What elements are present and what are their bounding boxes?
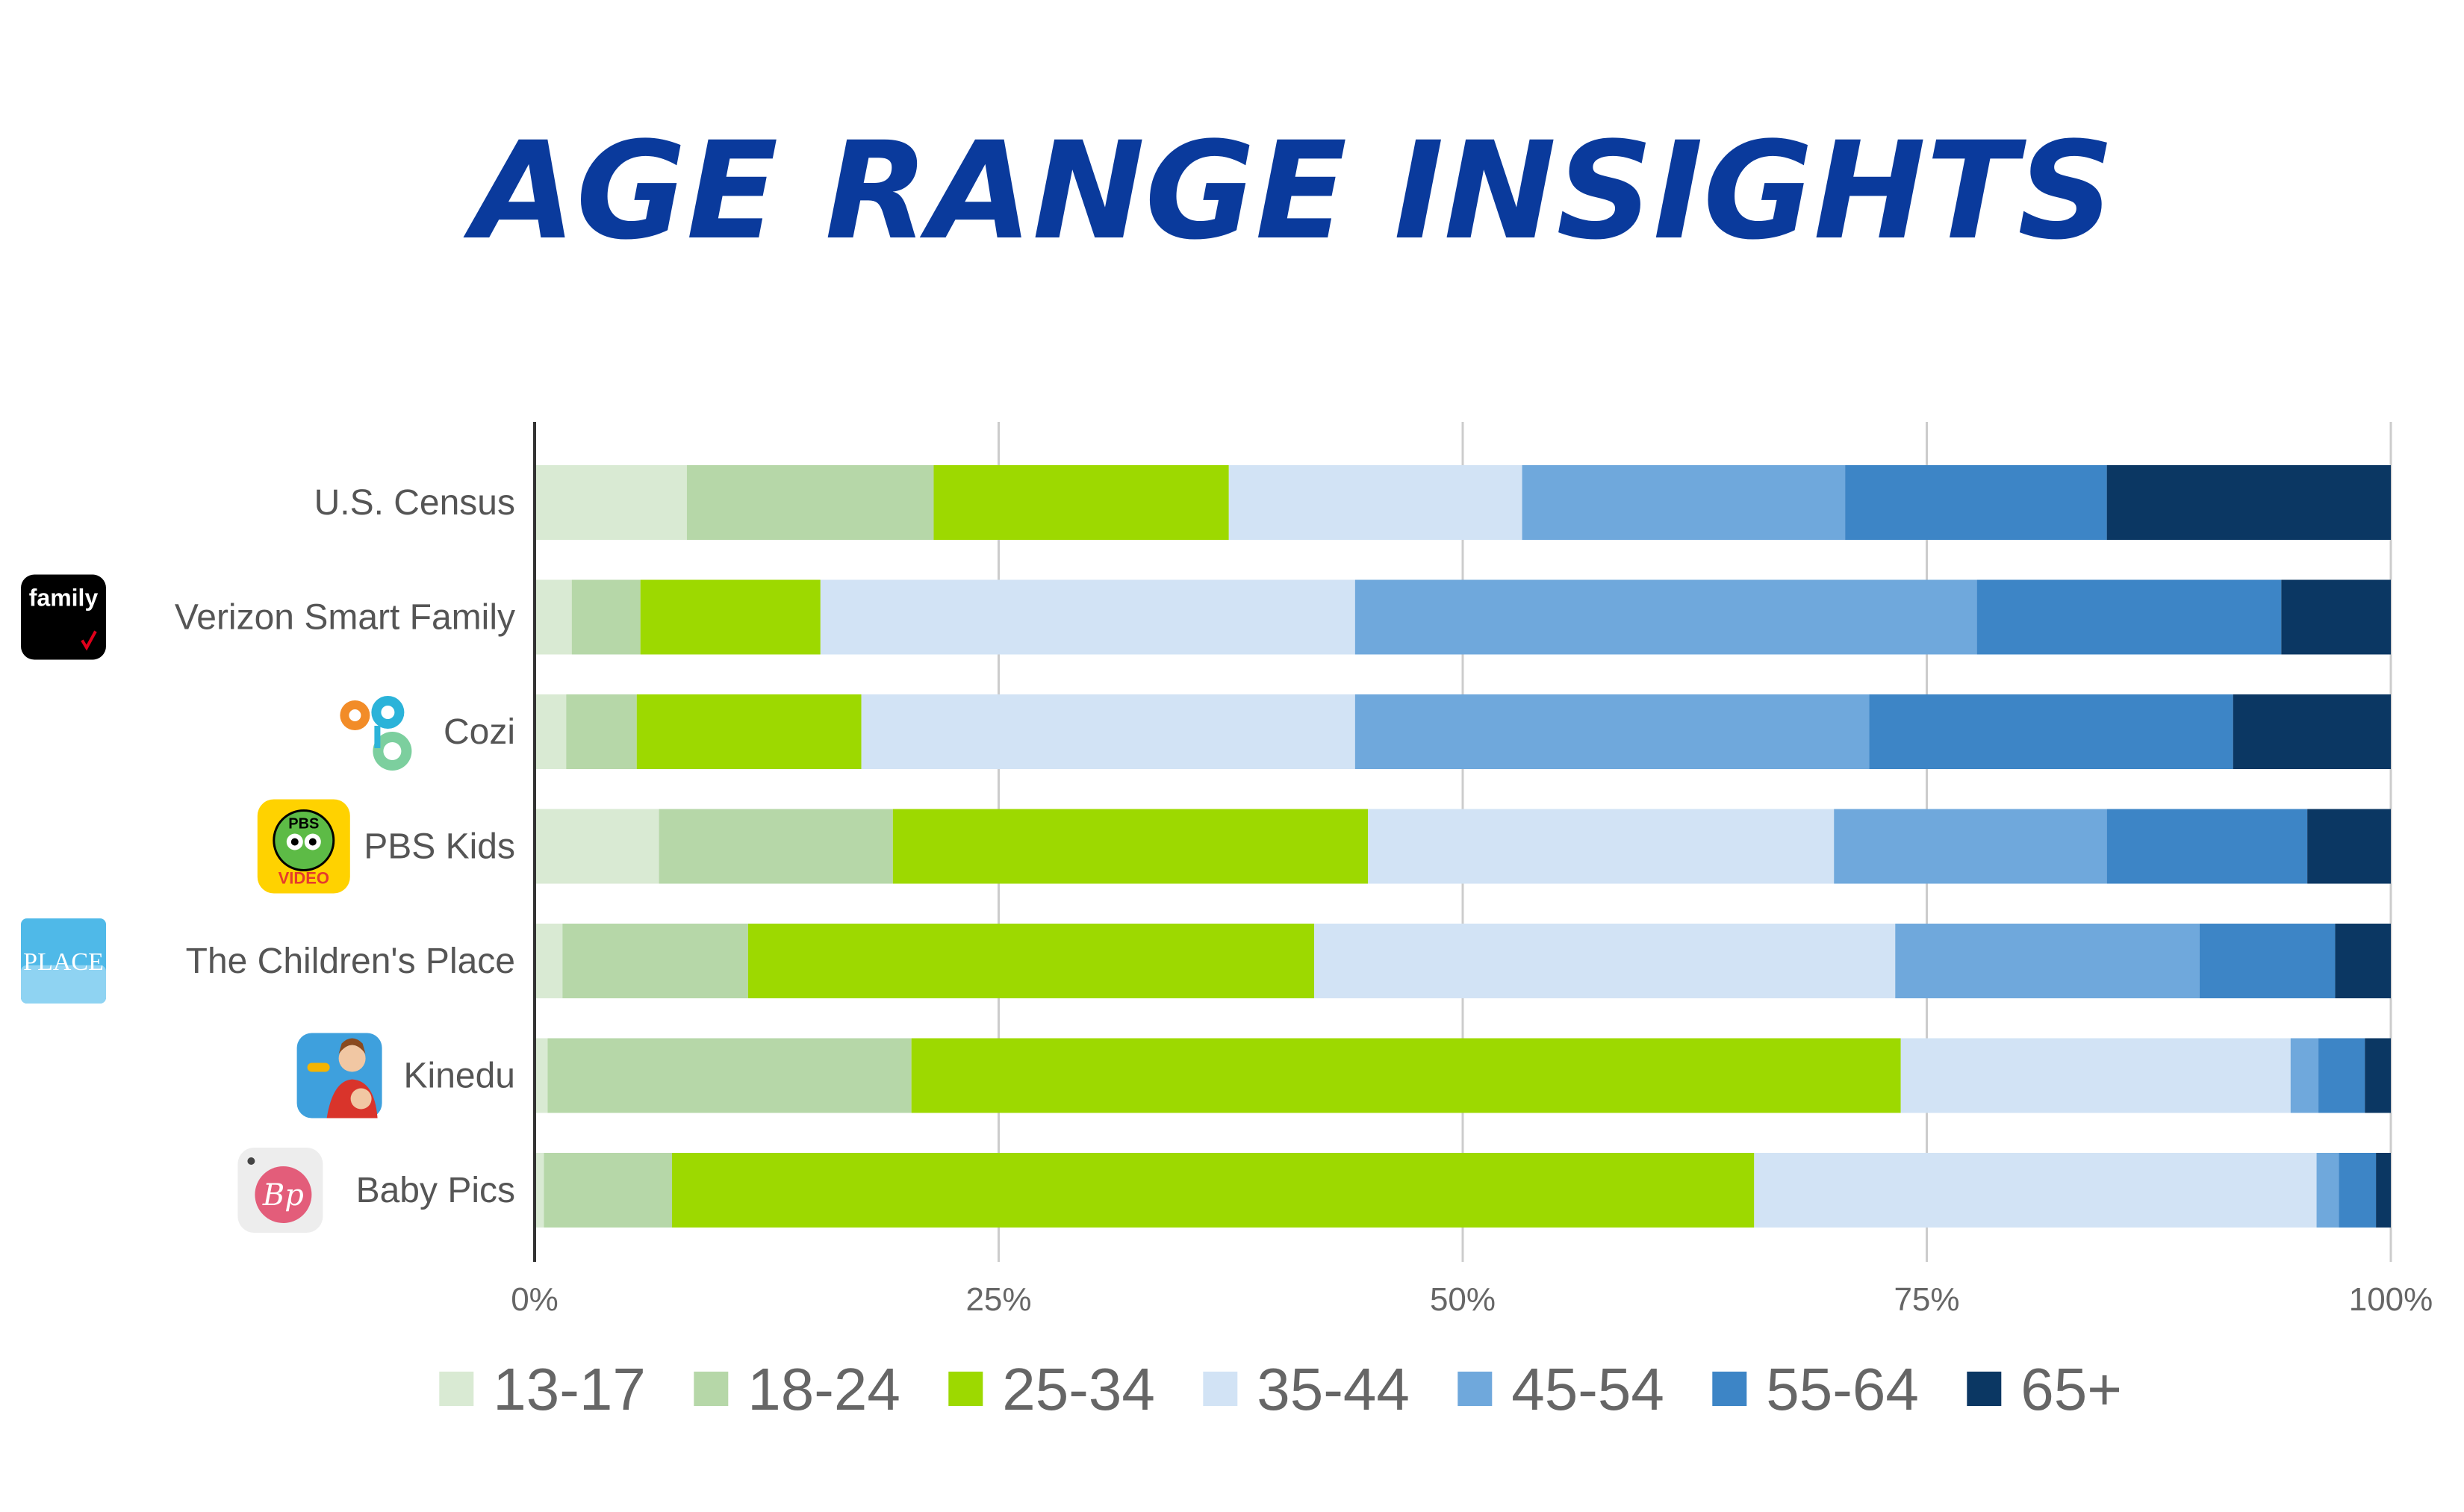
bar-segment [2281, 579, 2391, 655]
cozi-icon [340, 696, 412, 771]
bar-segment [535, 924, 563, 998]
bar-segment [1754, 1153, 2317, 1228]
icon-sublabel: VIDEO [279, 869, 329, 888]
bar-segment [2199, 924, 2336, 998]
bar-segment [2365, 1038, 2391, 1113]
legend-label: 35-44 [1257, 1356, 1410, 1422]
bar-segment [535, 694, 567, 769]
bar-segment [1314, 924, 1896, 998]
bar-segment [686, 465, 934, 540]
category-label: PBS Kids [364, 827, 515, 867]
x-tick-label: 0% [511, 1281, 559, 1318]
bar-segment [820, 579, 1355, 655]
bar-segment [1900, 1038, 2291, 1113]
bar-segment [2316, 1153, 2339, 1228]
category-label: Verizon Smart Family [175, 598, 515, 638]
bar-segment [892, 809, 1369, 884]
bar-segment [1869, 694, 2233, 769]
bar-segment [671, 1153, 1755, 1228]
bar-segment [544, 1153, 672, 1228]
bar-segment [547, 1038, 912, 1113]
bar-segment [571, 579, 641, 655]
bar-segment [1368, 809, 1835, 884]
bar-segment [562, 924, 748, 998]
bar-segment [640, 579, 821, 655]
bar-segment [535, 1038, 548, 1113]
legend: 13-17 18-24 25-34 35-44 45-54 55-64 65+ [439, 1356, 2122, 1422]
category-label: Baby Pics [356, 1171, 515, 1210]
bar-segment [535, 1153, 544, 1228]
legend-label: 13-17 [493, 1356, 646, 1422]
icon-label: family [29, 585, 99, 612]
category-label: The Children's Place [186, 942, 515, 981]
category-label: Kinedu [404, 1057, 515, 1096]
x-tick-label: 75% [1894, 1281, 1959, 1318]
legend-swatch [694, 1372, 729, 1406]
bar-segment [1354, 579, 1977, 655]
bar-segment [1976, 579, 2282, 655]
bar-segment [1354, 694, 1870, 769]
bar-segment [636, 694, 862, 769]
bar-segment [659, 809, 893, 884]
category-label: Cozi [444, 712, 515, 752]
bar-segment [933, 465, 1229, 540]
bar-segment [1522, 465, 1846, 540]
legend-swatch [1967, 1372, 2002, 1406]
bar-segment [2290, 1038, 2319, 1113]
chart-title: AGE RANGE INSIGHTS [463, 113, 2115, 270]
category-labels: U.S. Census Verizon Smart Family Cozi PBS K… [175, 483, 515, 1210]
bar-segment [1228, 465, 1522, 540]
kinedu-icon [296, 1033, 382, 1119]
pbs-kids-icon: PBS VIDEO [257, 799, 350, 894]
legend-swatch [1712, 1372, 1747, 1406]
bar-segment [566, 694, 637, 769]
bar-segment [911, 1038, 1901, 1113]
bar-segment [2376, 1153, 2391, 1228]
bar-segment [747, 924, 1315, 998]
bar-segment [861, 694, 1355, 769]
icon-label: PBS [288, 816, 319, 833]
baby-pics-icon: Bp [237, 1148, 323, 1233]
x-tick-label: 100% [2349, 1281, 2433, 1318]
legend-label: 45-54 [1511, 1356, 1664, 1422]
bar-segment [1895, 924, 2200, 998]
app-icons: family PBS VIDEO PLACE Bp [21, 574, 412, 1233]
bar-segment [2339, 1153, 2377, 1228]
legend-label: 18-24 [747, 1356, 900, 1422]
icon-label: Bp [262, 1178, 304, 1213]
bar-segment [535, 579, 572, 655]
bar-segment [2106, 465, 2391, 540]
x-tick-label: 50% [1430, 1281, 1496, 1318]
category-label: U.S. Census [314, 483, 515, 523]
bar-segment [535, 465, 687, 540]
verizon-family-icon: family [21, 574, 106, 660]
x-tick-labels: 0% 25% 50% 75% 100% [511, 1281, 2433, 1318]
legend-swatch [1203, 1372, 1238, 1406]
legend-label: 25-34 [1002, 1356, 1155, 1422]
legend-swatch [439, 1372, 474, 1406]
bar-segment [2106, 809, 2308, 884]
bar-segment [1845, 465, 2107, 540]
legend-swatch [1457, 1372, 1493, 1406]
bar-segment [2307, 809, 2391, 884]
bar-segment [2233, 694, 2391, 769]
bar-segment [535, 809, 659, 884]
bar-segment [1834, 809, 2107, 884]
x-tick-label: 25% [965, 1281, 1031, 1318]
legend-label: 65+ [2020, 1356, 2122, 1422]
bars [535, 465, 2391, 1228]
bar-segment [2335, 924, 2391, 998]
childrens-place-icon: PLACE [21, 918, 106, 1004]
legend-label: 55-64 [1766, 1356, 1919, 1422]
bar-segment [2318, 1038, 2365, 1113]
icon-label: PLACE [23, 948, 104, 976]
legend-swatch [948, 1372, 983, 1406]
